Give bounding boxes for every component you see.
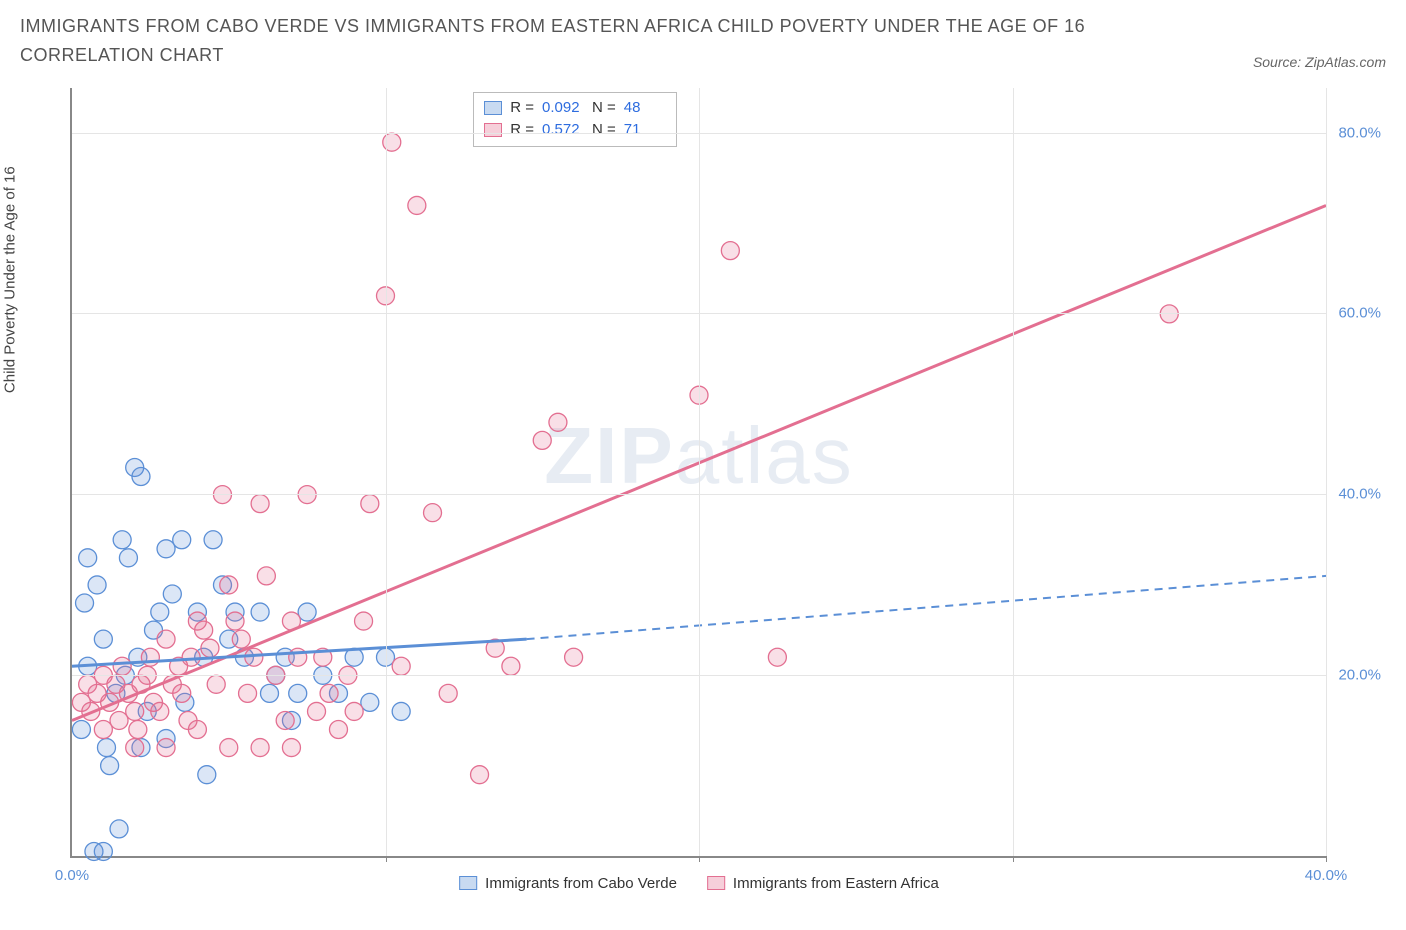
scatter-point: [345, 702, 363, 720]
scatter-point: [201, 639, 219, 657]
scatter-point: [157, 539, 175, 557]
scatter-point: [392, 657, 410, 675]
scatter-point: [289, 684, 307, 702]
scatter-point: [94, 720, 112, 738]
legend-swatch-1: [707, 876, 725, 890]
trend-line-cabo-verde-extrapolated: [527, 575, 1326, 638]
scatter-point: [424, 503, 442, 521]
legend-item-0: Immigrants from Cabo Verde: [459, 875, 677, 892]
legend-label-0: Immigrants from Cabo Verde: [485, 875, 677, 892]
scatter-point: [173, 530, 191, 548]
scatter-point: [182, 648, 200, 666]
scatter-point: [173, 684, 191, 702]
scatter-point: [533, 431, 551, 449]
scatter-point: [88, 576, 106, 594]
chart-header: IMMIGRANTS FROM CABO VERDE VS IMMIGRANTS…: [0, 0, 1406, 78]
scatter-point: [129, 720, 147, 738]
scatter-point: [151, 702, 169, 720]
scatter-point: [72, 720, 90, 738]
scatter-point: [151, 603, 169, 621]
scatter-point: [163, 585, 181, 603]
scatter-point: [502, 657, 520, 675]
scatter-point: [207, 675, 225, 693]
scatter-point: [565, 648, 583, 666]
chart-container: Child Poverty Under the Age of 16 ZIPatl…: [20, 88, 1386, 908]
scatter-point: [113, 657, 131, 675]
scatter-point: [220, 738, 238, 756]
scatter-point: [329, 720, 347, 738]
scatter-point: [101, 756, 119, 774]
scatter-point: [392, 702, 410, 720]
legend-label-1: Immigrants from Eastern Africa: [733, 875, 939, 892]
scatter-point: [195, 621, 213, 639]
chart-title: IMMIGRANTS FROM CABO VERDE VS IMMIGRANTS…: [20, 12, 1140, 70]
scatter-point: [119, 548, 137, 566]
scatter-point: [282, 738, 300, 756]
scatter-point: [198, 765, 216, 783]
scatter-point: [76, 594, 94, 612]
scatter-point: [355, 612, 373, 630]
scatter-point: [113, 530, 131, 548]
plot-area: ZIPatlas R = 0.092 N = 48 R = 0.572 N = …: [70, 88, 1326, 858]
scatter-point: [320, 684, 338, 702]
x-tick-label: 0.0%: [55, 867, 89, 884]
scatter-point: [132, 467, 150, 485]
y-tick-label: 80.0%: [1338, 124, 1381, 141]
scatter-point: [768, 648, 786, 666]
scatter-point: [257, 566, 275, 584]
scatter-point: [308, 702, 326, 720]
legend-swatch-0: [459, 876, 477, 890]
scatter-point: [251, 494, 269, 512]
scatter-point: [361, 693, 379, 711]
bottom-legend: Immigrants from Cabo Verde Immigrants fr…: [459, 875, 939, 892]
legend-item-1: Immigrants from Eastern Africa: [707, 875, 939, 892]
source-attribution: Source: ZipAtlas.com: [1253, 54, 1386, 70]
scatter-point: [408, 196, 426, 214]
x-tick-label: 40.0%: [1305, 867, 1348, 884]
scatter-point: [141, 648, 159, 666]
scatter-point: [251, 738, 269, 756]
scatter-point: [239, 684, 257, 702]
scatter-point: [157, 738, 175, 756]
scatter-point: [110, 711, 128, 729]
scatter-point: [721, 241, 739, 259]
scatter-point: [361, 494, 379, 512]
y-tick-label: 40.0%: [1338, 486, 1381, 503]
scatter-point: [126, 702, 144, 720]
scatter-point: [549, 413, 567, 431]
scatter-point: [94, 842, 112, 860]
scatter-point: [298, 603, 316, 621]
scatter-point: [276, 711, 294, 729]
scatter-point: [157, 630, 175, 648]
scatter-point: [471, 765, 489, 783]
y-tick-label: 60.0%: [1338, 305, 1381, 322]
scatter-point: [188, 720, 206, 738]
scatter-point: [79, 548, 97, 566]
scatter-point: [97, 738, 115, 756]
scatter-point: [232, 630, 250, 648]
y-tick-label: 20.0%: [1338, 666, 1381, 683]
scatter-point: [220, 576, 238, 594]
scatter-point: [110, 819, 128, 837]
scatter-point: [261, 684, 279, 702]
scatter-point: [204, 530, 222, 548]
scatter-point: [126, 738, 144, 756]
y-axis-label: Child Poverty Under the Age of 16: [2, 166, 19, 393]
scatter-point: [439, 684, 457, 702]
scatter-point: [94, 630, 112, 648]
scatter-point: [226, 612, 244, 630]
scatter-point: [251, 603, 269, 621]
